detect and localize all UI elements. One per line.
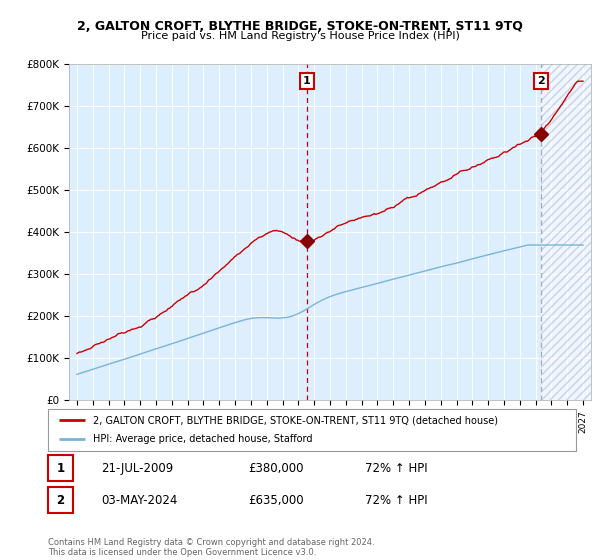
Text: 2, GALTON CROFT, BLYTHE BRIDGE, STOKE-ON-TRENT, ST11 9TQ: 2, GALTON CROFT, BLYTHE BRIDGE, STOKE-ON… (77, 20, 523, 32)
Text: 2: 2 (537, 76, 545, 86)
Text: 03-MAY-2024: 03-MAY-2024 (101, 493, 177, 507)
Bar (541, 64, 591, 400)
Text: Contains HM Land Registry data © Crown copyright and database right 2024.
This d: Contains HM Land Registry data © Crown c… (48, 538, 374, 557)
Text: 1: 1 (56, 461, 65, 475)
FancyBboxPatch shape (48, 409, 576, 451)
Text: HPI: Average price, detached house, Stafford: HPI: Average price, detached house, Staf… (93, 435, 313, 445)
FancyBboxPatch shape (48, 487, 73, 513)
Text: 2: 2 (56, 493, 65, 507)
Text: 72% ↑ HPI: 72% ↑ HPI (365, 493, 427, 507)
Text: 2, GALTON CROFT, BLYTHE BRIDGE, STOKE-ON-TRENT, ST11 9TQ (detached house): 2, GALTON CROFT, BLYTHE BRIDGE, STOKE-ON… (93, 415, 498, 425)
Text: 21-JUL-2009: 21-JUL-2009 (101, 461, 173, 475)
Text: £380,000: £380,000 (248, 461, 304, 475)
Text: £635,000: £635,000 (248, 493, 304, 507)
Text: 1: 1 (303, 76, 311, 86)
FancyBboxPatch shape (48, 455, 73, 481)
Text: Price paid vs. HM Land Registry's House Price Index (HPI): Price paid vs. HM Land Registry's House … (140, 31, 460, 41)
Text: 72% ↑ HPI: 72% ↑ HPI (365, 461, 427, 475)
